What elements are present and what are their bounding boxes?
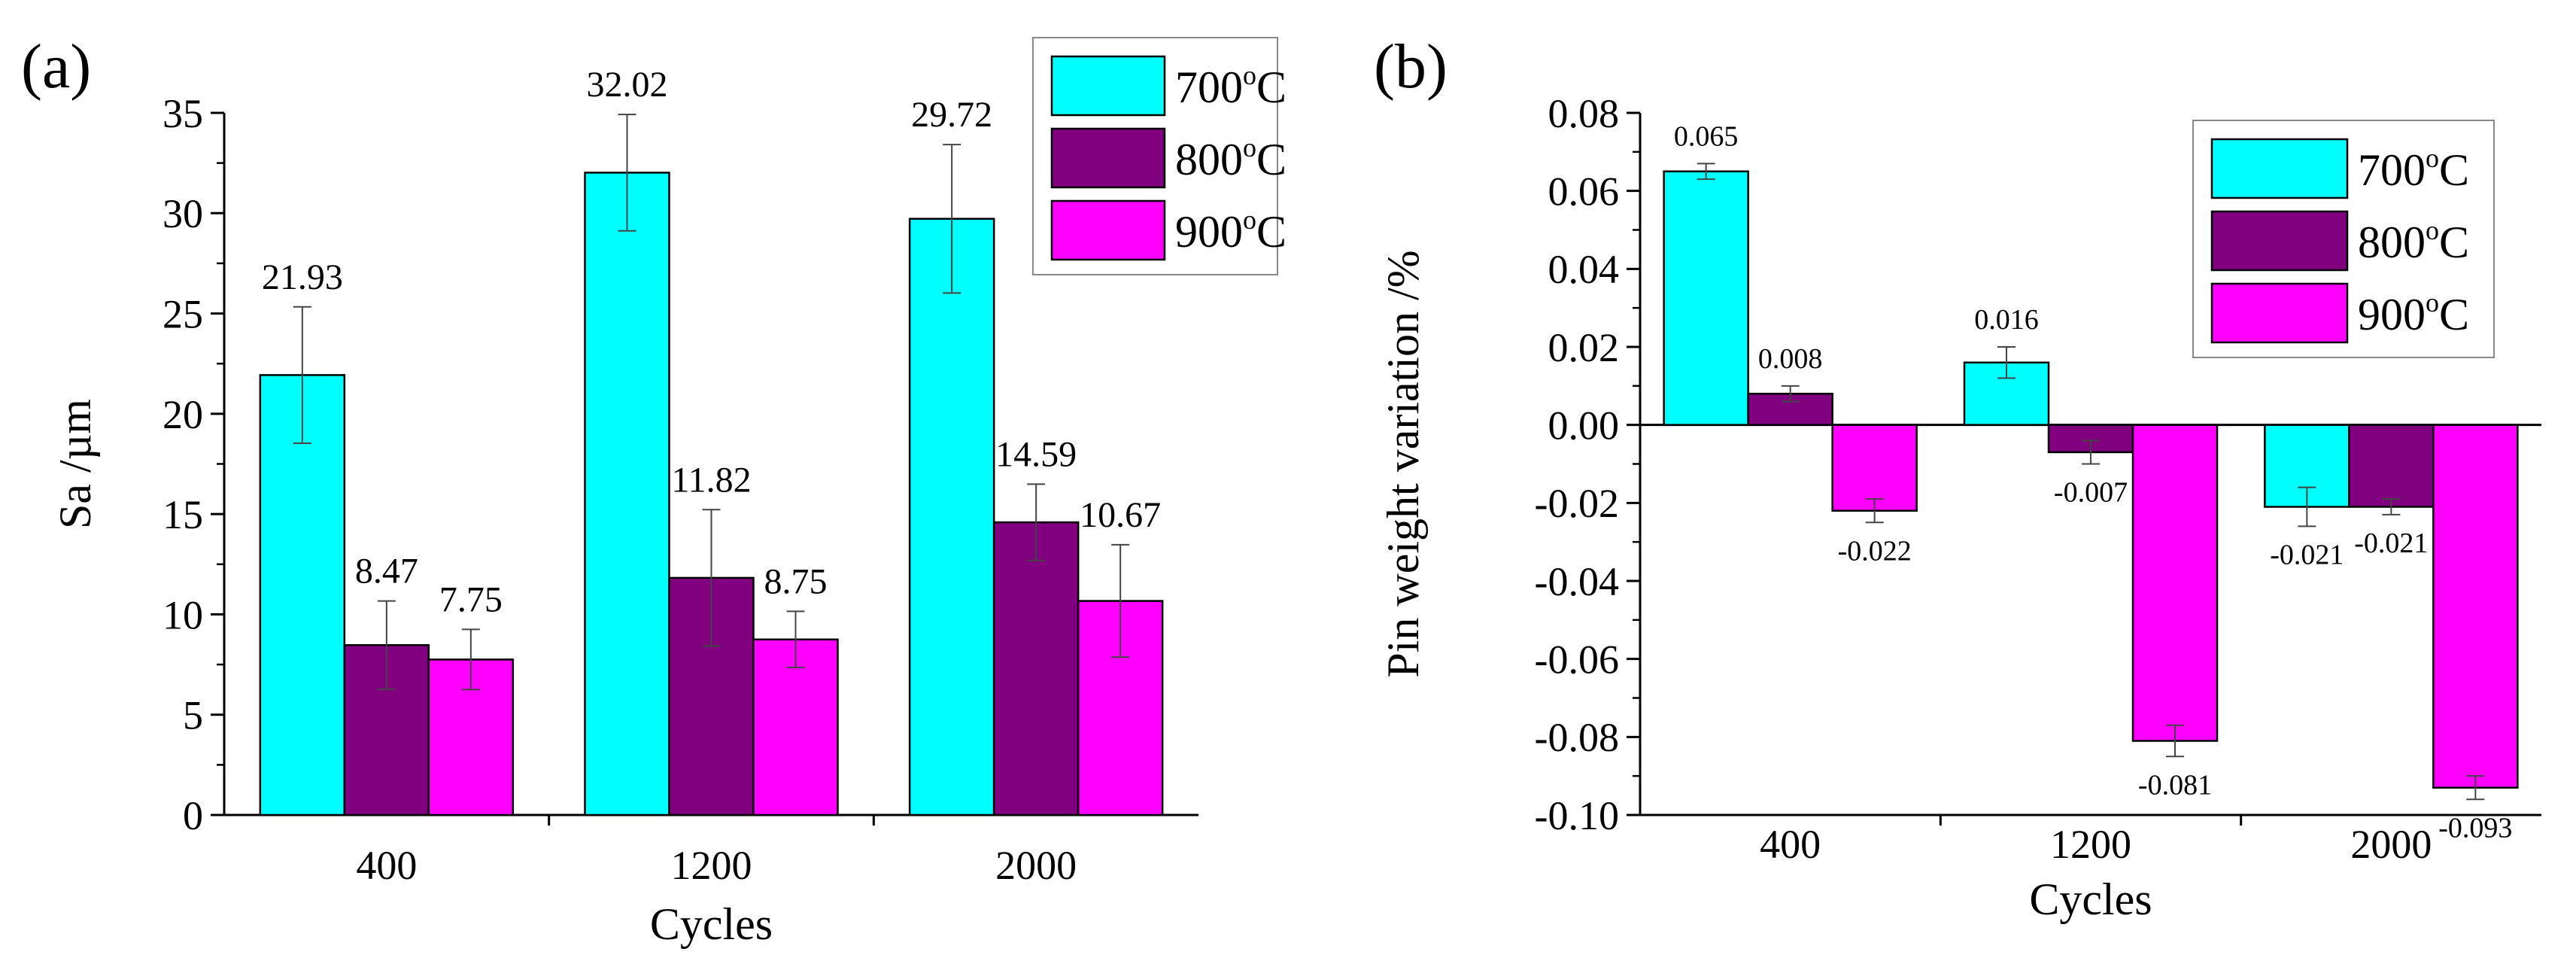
chart-1-data-label: -0.081 (2138, 769, 2212, 801)
chart-0-legend-swatch-700 (1050, 55, 1166, 117)
chart-0-data-label: 10.67 (1080, 495, 1161, 535)
chart-1-xtick-label: 2000 (2350, 822, 2432, 867)
chart-0-ytick-label: 20 (163, 392, 203, 437)
panel-a: (a) 0 5 10 15 20 25 30 35 21.93 32.02 29.72 8.47 11.… (21, 32, 1286, 949)
chart-1-bar-900-2000 (2432, 424, 2519, 789)
chart-1-legend-label-700: 700oC (2358, 143, 2469, 195)
chart-0-bar-700-1200 (584, 172, 670, 816)
chart-0-data-label: 8.47 (355, 552, 418, 591)
chart-1-bar-700-400 (1663, 170, 1749, 426)
chart-0-y-axis-label: Sa /µm (50, 399, 100, 529)
panel-a-label: (a) (21, 32, 92, 102)
chart-1-bar-800-2000 (2348, 424, 2435, 508)
chart-0-ytick-label: 30 (163, 191, 203, 236)
panel-b-label: (b) (1374, 32, 1447, 102)
chart-0-data-label: 21.93 (262, 257, 343, 297)
chart-1-data-label: -0.021 (2354, 528, 2428, 559)
chart-0-ytick-label: 10 (163, 592, 203, 637)
chart-1-legend-swatch-900 (2210, 282, 2349, 344)
chart-0-xtick-label: 2000 (995, 843, 1077, 888)
chart-0-data-label: 29.72 (911, 95, 992, 135)
chart-0-legend-swatch-800 (1050, 127, 1166, 189)
chart-0-bar-700-2000 (908, 217, 995, 816)
chart-1-ytick-label: 0.00 (1548, 403, 1620, 449)
chart-1-ytick-label: 0.04 (1548, 247, 1620, 292)
chart-1-ytick-label: -0.02 (1535, 481, 1619, 526)
chart-1-ytick-label: -0.08 (1535, 715, 1619, 760)
chart-0-legend-label-900: 900oC (1175, 205, 1286, 257)
chart-0-data-label: 32.02 (587, 65, 668, 105)
chart-1-ytick-label: 0.08 (1548, 91, 1620, 136)
chart-1-bar-900-400 (1831, 424, 1918, 512)
chart-1-data-label: 0.065 (1674, 120, 1739, 152)
chart-0-legend-label-800: 800oC (1175, 132, 1286, 184)
chart-1-legend-label-900: 900oC (2358, 287, 2469, 339)
chart-0-ytick-label: 5 (183, 693, 203, 738)
chart-0-xtick-label: 400 (356, 843, 417, 888)
chart-1-y-axis-label: Pin weight variation /% (1378, 250, 1428, 677)
chart-a-svg: 0 5 10 15 20 25 30 35 21.93 32.02 29.72 8.47 11.82 14… (50, 37, 1286, 949)
chart-0-x-axis-label: Cycles (650, 899, 773, 949)
chart-0-ytick-label: 25 (163, 291, 203, 336)
chart-1-data-label: -0.093 (2438, 812, 2512, 844)
chart-1-ytick-label: -0.10 (1535, 793, 1619, 838)
chart-1-legend-swatch-700 (2210, 138, 2349, 199)
chart-0-data-label: 14.59 (995, 434, 1077, 474)
chart-1-data-label: 0.008 (1758, 343, 1823, 375)
chart-0-bar-800-2000 (992, 521, 1080, 816)
chart-1-data-label: -0.021 (2270, 539, 2344, 570)
chart-1-data-label: 0.016 (1974, 304, 2039, 336)
chart-1-legend-label-800: 800oC (2358, 215, 2469, 267)
chart-0-ytick-label: 35 (163, 91, 203, 136)
chart-1-x-axis-label: Cycles (2029, 874, 2152, 924)
chart-0-ytick-label: 15 (163, 492, 203, 537)
panel-b: (b) -0.10 -0.08 -0.06 -0.04 -0.02 0.00 0.02 0.0… (1324, 0, 2576, 970)
chart-0-legend-label-700: 700oC (1175, 60, 1286, 112)
chart-0-data-label: 7.75 (439, 579, 503, 619)
chart-1-data-label: -0.007 (2054, 477, 2128, 509)
chart-1-xtick-label: 1200 (2050, 822, 2131, 867)
chart-0-legend-swatch-900 (1050, 199, 1166, 261)
chart-1-ytick-label: -0.04 (1535, 559, 1619, 604)
chart-1-ytick-label: -0.06 (1535, 637, 1619, 683)
chart-0-data-label: 11.82 (671, 460, 751, 500)
chart-0-data-label: 8.75 (764, 561, 828, 601)
chart-1-ytick-label: 0.06 (1548, 169, 1620, 214)
chart-1-legend-swatch-800 (2210, 210, 2349, 272)
chart-0-xtick-label: 1200 (671, 843, 752, 888)
chart-0-ytick-label: 0 (183, 793, 203, 838)
chart-1-ytick-label: 0.02 (1548, 325, 1620, 370)
chart-1-bar-900-1200 (2131, 424, 2219, 742)
chart-0-bar-900-1200 (752, 638, 839, 816)
chart-b-svg: -0.10 -0.08 -0.06 -0.04 -0.02 0.00 0.02 0.04 0.0… (1378, 91, 2541, 924)
chart-1-xtick-label: 400 (1760, 822, 1821, 867)
chart-1-data-label: -0.022 (1838, 535, 1912, 567)
